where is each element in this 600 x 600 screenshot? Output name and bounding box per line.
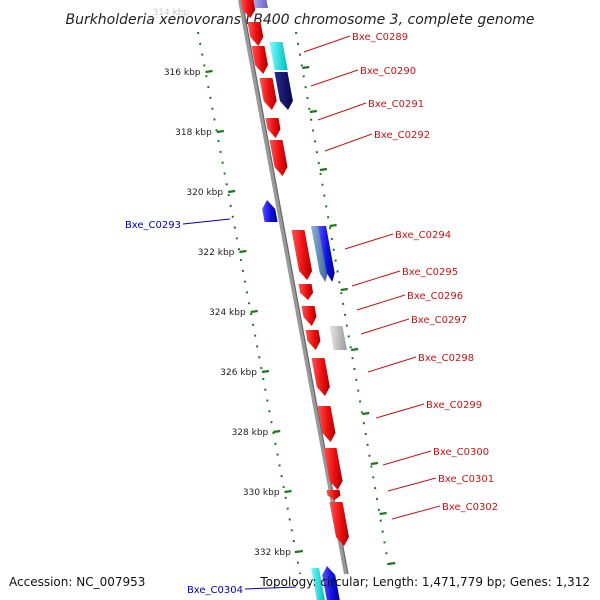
genome-backbone [238, 0, 348, 575]
tick-rings [197, 31, 391, 575]
label-leader-line [367, 356, 417, 373]
tick-label: 316 kbp [164, 68, 201, 78]
gene-label: Bxe_C0298 [418, 353, 474, 364]
forward-gene-arrow [259, 78, 277, 110]
forward-gene-arrow [326, 490, 341, 500]
gene-label: Bxe_C0302 [442, 502, 498, 513]
forward-gene-arrow [298, 284, 314, 300]
gray-gene-block [329, 326, 347, 350]
tick-mark [250, 309, 258, 314]
gene-labels: Bxe_C0289 Bxe_C0290 Bxe_C0291 Bxe_C0292 Bxe_… [125, 32, 498, 596]
label-leader-line [375, 403, 425, 419]
gene-label: Bxe_C0297 [411, 315, 467, 326]
outer-tick-mark [350, 347, 359, 352]
gene-label: Bxe_C0299 [426, 400, 482, 411]
forward-gene-arrow [240, 0, 256, 18]
forward-gene-arrow [301, 306, 317, 326]
forward-gene-arrow [251, 46, 268, 74]
label-leader-line [360, 318, 410, 335]
tick-label: 330 kbp [243, 488, 280, 498]
label-leader-line [182, 218, 231, 225]
tick-label: 314 kbp [153, 8, 190, 18]
blue-gene-block [318, 226, 335, 282]
outer-tick-mark [388, 561, 396, 566]
label-leader-line [382, 450, 432, 466]
gene-label: Bxe_C0300 [433, 447, 489, 458]
tick-mark [295, 549, 304, 554]
forward-gene-arrow [269, 140, 288, 176]
tick-mark [284, 489, 292, 494]
gene-label: Bxe_C0304 [187, 585, 243, 596]
forward-gene-arrow [311, 358, 330, 396]
outer-tick-mark [319, 167, 328, 172]
forward-gene-arrow [305, 330, 321, 350]
gene-label: Bxe_C0296 [407, 291, 463, 302]
inner-dotted-ring [197, 31, 301, 575]
label-leader-line [310, 69, 359, 87]
tick-label: 320 kbp [186, 188, 223, 198]
tick-label: 324 kbp [209, 308, 246, 318]
label-leader-line [356, 294, 406, 311]
cyan-gene-block [311, 568, 325, 600]
label-leader-line [351, 270, 401, 287]
outer-tick-mark [302, 65, 310, 70]
gene-label: Bxe_C0290 [360, 66, 416, 77]
label-leader-line [317, 102, 367, 121]
label-leader-line [344, 233, 394, 250]
accession-text: Accession: NC_007953 [9, 575, 145, 589]
gene-features [240, 0, 349, 600]
tick-label: 322 kbp [198, 248, 235, 258]
gene-label: Bxe_C0301 [438, 474, 494, 485]
reverse-gene-arrow [262, 200, 278, 222]
label-leader-line [391, 505, 441, 520]
tick-label: 318 kbp [175, 128, 212, 138]
outer-tick-mark [379, 511, 387, 516]
gene-label: Bxe_C0291 [368, 99, 424, 110]
gene-label: Bxe_C0292 [374, 130, 430, 141]
forward-gene-arrow [317, 406, 336, 442]
outer-tick-mark [329, 223, 337, 228]
genome-summary-text: Topology: circular; Length: 1,471,779 bp… [259, 575, 590, 589]
map-title: Burkholderia xenovorans LB400 chromosome… [65, 12, 534, 28]
lavender-gene-block [253, 0, 268, 8]
tick-label: 326 kbp [220, 368, 257, 378]
outer-tick-mark [309, 109, 318, 114]
tick-mark [216, 129, 224, 134]
tick-mark [227, 189, 236, 194]
forward-gene-arrow [329, 502, 349, 546]
gene-label: Bxe_C0294 [395, 230, 451, 241]
reverse-gene-arrow [322, 566, 340, 600]
outer-tick-mark [340, 287, 348, 292]
tick-mark [239, 249, 247, 254]
steel-gene-block [311, 226, 328, 282]
tick-label: 328 kbp [232, 428, 269, 438]
tick-mark [261, 369, 270, 374]
tick-mark [273, 429, 281, 434]
label-leader-line [303, 35, 351, 53]
gene-label: Bxe_C0289 [352, 32, 408, 43]
forward-gene-arrow [323, 448, 343, 490]
forward-gene-arrow [291, 230, 313, 280]
cyan-gene-block [269, 42, 288, 70]
outer-tick-mark [370, 461, 379, 466]
outer-tick-mark [362, 411, 370, 416]
forward-gene-arrow [247, 22, 264, 46]
gene-label: Bxe_C0293 [125, 220, 181, 231]
tick-marks: 314 kbp 316 kbp 318 kbp 320 kbp 322 kbp 324 k… [153, 8, 396, 566]
label-leader-line [324, 133, 373, 152]
label-leader-line [387, 477, 437, 492]
forward-gene-arrow [265, 118, 281, 138]
outer-dotted-ring [295, 31, 391, 575]
navy-gene-block [274, 72, 293, 110]
tick-label: 332 kbp [254, 548, 291, 558]
gene-label: Bxe_C0295 [402, 267, 458, 278]
tick-mark [205, 69, 213, 74]
label-leader-line [244, 586, 297, 590]
